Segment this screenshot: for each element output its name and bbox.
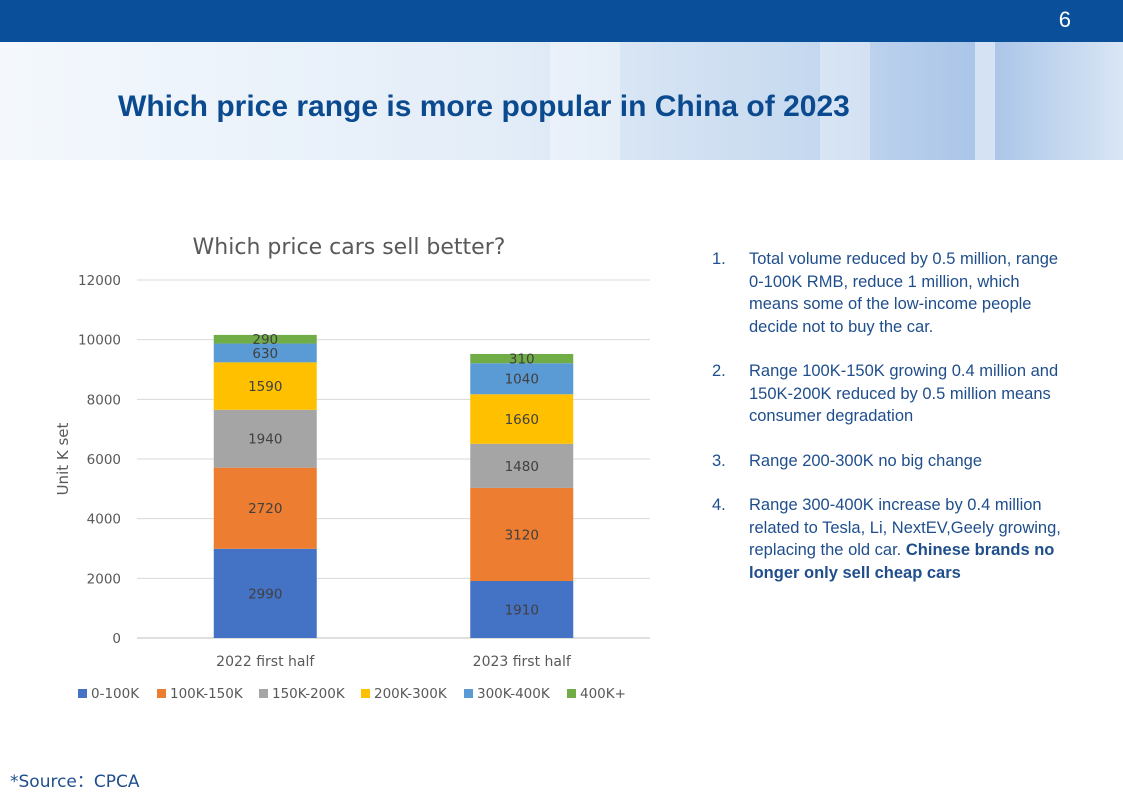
note-item: 4. Range 300-400K increase by 0.4 million… (712, 494, 1072, 584)
note-body: Range 200-300K no big change (749, 451, 983, 470)
note-text: Total volume reduced by 0.5 million, ran… (749, 248, 1072, 338)
y-tick-label: 12000 (78, 273, 121, 289)
x-tick-label: 2023 first half (473, 654, 572, 670)
bar-segment (213, 334, 317, 344)
legend-swatch (259, 689, 268, 698)
notes-list: 1. Total volume reduced by 0.5 million, r… (712, 248, 1072, 606)
note-text: Range 300-400K increase by 0.4 million r… (749, 494, 1072, 584)
data-label: 310 (509, 352, 535, 368)
data-label: 1480 (505, 459, 539, 475)
bar-segment (213, 343, 317, 363)
legend-swatch (157, 689, 166, 698)
bar-segment (470, 363, 574, 395)
note-item: 1. Total volume reduced by 0.5 million, r… (712, 248, 1072, 338)
note-number: 3. (712, 451, 726, 470)
note-text: Range 100K-150K growing 0.4 million and … (749, 360, 1072, 428)
top-bar: 6 (0, 0, 1123, 42)
data-label: 1940 (248, 432, 282, 448)
note-text: Range 200-300K no big change (749, 450, 1072, 473)
y-tick-label: 8000 (87, 392, 121, 408)
legend-label: 100K-150K (170, 686, 244, 702)
data-label: 1040 (505, 372, 539, 388)
y-tick-label: 4000 (87, 512, 121, 528)
bar-segment (470, 353, 574, 364)
banner-stripe (975, 42, 995, 160)
bar-segment (470, 581, 574, 638)
note-body: Total volume reduced by 0.5 million, ran… (749, 250, 1059, 336)
legend-label: 200K-300K (374, 686, 448, 702)
stacked-bar-chart: Which price cars sell better? 0 2000 4000 60… (54, 235, 650, 702)
bar-segment (213, 548, 317, 638)
banner-stripe (820, 42, 870, 160)
bar-segment (470, 394, 574, 444)
note-number: 2. (712, 362, 726, 380)
note-body: Range 100K-150K growing 0.4 million and … (749, 362, 1059, 425)
legend-swatch (78, 689, 87, 698)
data-label: 290 (252, 332, 278, 348)
legend-label: 400K+ (580, 686, 626, 702)
y-tick-label: 6000 (87, 452, 121, 468)
page-number: 6 (1058, 7, 1071, 32)
page-title: Which price range is more popular in Chi… (118, 90, 850, 123)
legend-label: 150K-200K (272, 686, 346, 702)
data-label: 1660 (505, 412, 539, 428)
note-body: Range 300-400K increase by 0.4 million r… (749, 496, 1061, 559)
bar-segment (213, 409, 317, 468)
note-item: 2. Range 100K-150K growing 0.4 million an… (712, 360, 1072, 428)
bar-segment (470, 487, 574, 582)
title-banner (0, 42, 1123, 160)
data-label: 2720 (248, 501, 282, 517)
bar-segment (213, 467, 317, 549)
data-label: 630 (252, 346, 278, 362)
source-note: *Source：CPCA (10, 772, 140, 792)
y-axis-label: Unit K set (54, 422, 72, 495)
data-label: 3120 (505, 527, 539, 543)
x-tick-label: 2022 first half (216, 654, 315, 670)
note-item: 3. Range 200-300K no big change (712, 450, 1072, 473)
data-label: 1590 (248, 379, 282, 395)
legend-swatch (361, 689, 370, 698)
banner-stripe (550, 42, 620, 160)
note-number: 1. (712, 250, 726, 268)
note-number: 4. (712, 496, 726, 514)
legend-swatch (567, 689, 576, 698)
legend-swatch (464, 689, 473, 698)
data-label: 2990 (248, 586, 282, 602)
bar-segment (213, 362, 317, 410)
bar-segment (470, 443, 574, 488)
legend-label: 300K-400K (477, 686, 551, 702)
y-tick-label: 10000 (78, 333, 121, 349)
chart-title: Which price cars sell better? (193, 235, 506, 260)
note-emphasis: Chinese brands no longer only sell cheap… (749, 541, 1055, 582)
data-label: 1910 (505, 603, 539, 619)
y-tick-label: 0 (112, 631, 121, 647)
y-tick-label: 2000 (87, 571, 121, 587)
legend-label: 0-100K (91, 686, 140, 702)
